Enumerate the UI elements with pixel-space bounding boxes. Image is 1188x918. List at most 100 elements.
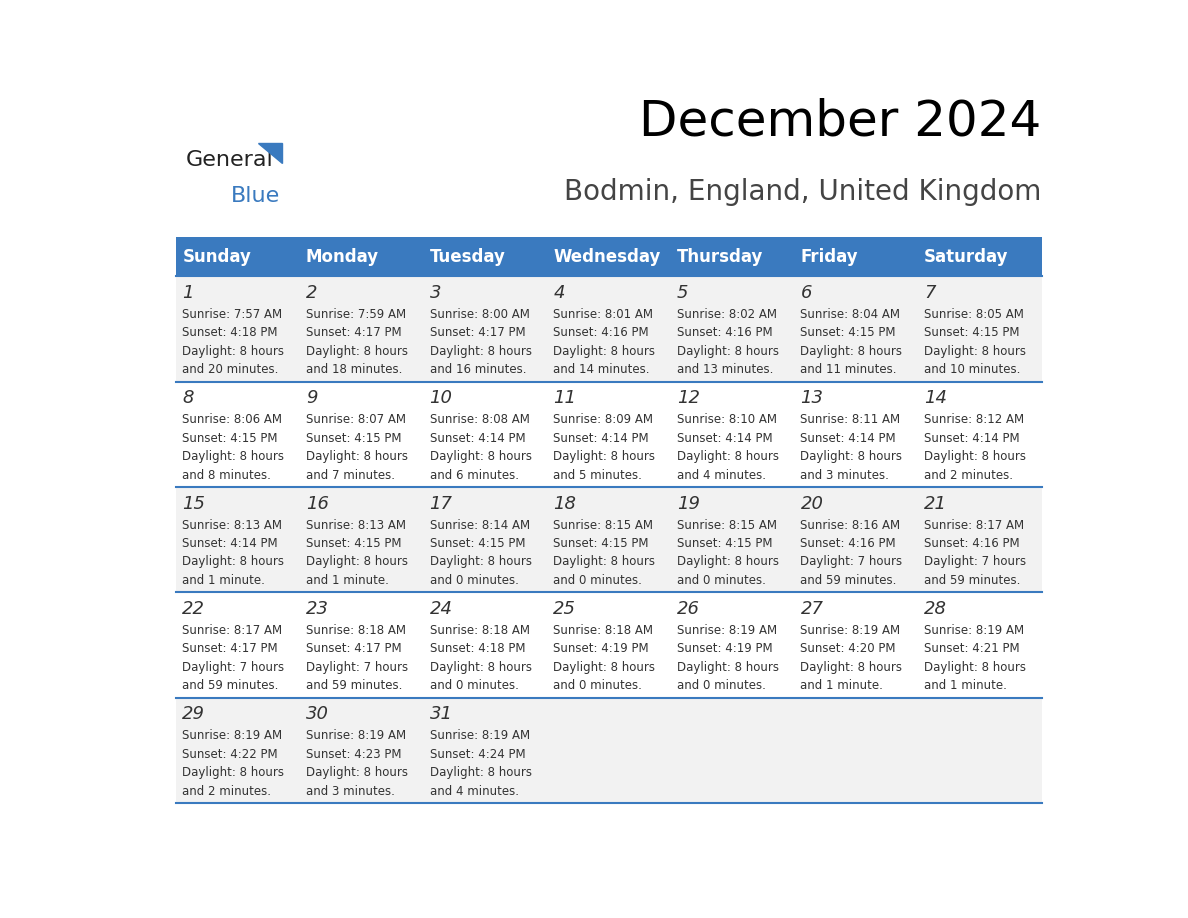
Text: 26: 26 (677, 600, 700, 618)
Text: Daylight: 8 hours: Daylight: 8 hours (677, 450, 779, 464)
Text: Daylight: 8 hours: Daylight: 8 hours (677, 345, 779, 358)
Text: Sunrise: 8:13 AM: Sunrise: 8:13 AM (307, 519, 406, 532)
Text: Sunrise: 8:12 AM: Sunrise: 8:12 AM (924, 413, 1024, 426)
Text: and 0 minutes.: and 0 minutes. (430, 679, 518, 692)
Text: and 59 minutes.: and 59 minutes. (924, 574, 1020, 587)
Text: 28: 28 (924, 600, 947, 618)
Text: and 1 minute.: and 1 minute. (307, 574, 388, 587)
FancyBboxPatch shape (299, 238, 423, 276)
Text: and 0 minutes.: and 0 minutes. (677, 574, 766, 587)
Text: Saturday: Saturday (924, 248, 1009, 266)
Text: Sunrise: 8:19 AM: Sunrise: 8:19 AM (307, 730, 406, 743)
Text: Sunrise: 8:18 AM: Sunrise: 8:18 AM (554, 624, 653, 637)
Text: Sunrise: 8:02 AM: Sunrise: 8:02 AM (677, 308, 777, 321)
Text: Daylight: 8 hours: Daylight: 8 hours (924, 661, 1026, 674)
Text: Daylight: 8 hours: Daylight: 8 hours (430, 555, 531, 568)
Text: Daylight: 8 hours: Daylight: 8 hours (677, 661, 779, 674)
Text: Sunset: 4:14 PM: Sunset: 4:14 PM (430, 431, 525, 445)
FancyBboxPatch shape (176, 238, 299, 276)
Text: Sunrise: 8:19 AM: Sunrise: 8:19 AM (924, 624, 1024, 637)
Text: and 1 minute.: and 1 minute. (182, 574, 265, 587)
FancyBboxPatch shape (671, 238, 795, 276)
Text: Sunset: 4:14 PM: Sunset: 4:14 PM (677, 431, 772, 445)
Text: 19: 19 (677, 495, 700, 512)
Text: Daylight: 8 hours: Daylight: 8 hours (182, 555, 284, 568)
Text: Daylight: 8 hours: Daylight: 8 hours (307, 555, 407, 568)
Text: Daylight: 8 hours: Daylight: 8 hours (554, 661, 656, 674)
Text: and 2 minutes.: and 2 minutes. (924, 468, 1013, 482)
Text: and 6 minutes.: and 6 minutes. (430, 468, 519, 482)
Text: Sunset: 4:17 PM: Sunset: 4:17 PM (430, 327, 525, 340)
Text: 18: 18 (554, 495, 576, 512)
FancyBboxPatch shape (176, 276, 1042, 382)
Text: 23: 23 (307, 600, 329, 618)
Text: Daylight: 8 hours: Daylight: 8 hours (307, 450, 407, 464)
Text: Sunset: 4:15 PM: Sunset: 4:15 PM (430, 537, 525, 550)
Text: Sunrise: 8:19 AM: Sunrise: 8:19 AM (182, 730, 283, 743)
Text: Sunrise: 8:06 AM: Sunrise: 8:06 AM (182, 413, 283, 426)
Text: Sunrise: 7:59 AM: Sunrise: 7:59 AM (307, 308, 406, 321)
Text: Wednesday: Wednesday (554, 248, 661, 266)
FancyBboxPatch shape (176, 487, 1042, 592)
Text: and 4 minutes.: and 4 minutes. (677, 468, 766, 482)
Text: Sunrise: 8:10 AM: Sunrise: 8:10 AM (677, 413, 777, 426)
Text: Daylight: 8 hours: Daylight: 8 hours (430, 345, 531, 358)
Text: Sunset: 4:14 PM: Sunset: 4:14 PM (554, 431, 649, 445)
Text: Sunset: 4:15 PM: Sunset: 4:15 PM (182, 431, 278, 445)
Text: Daylight: 8 hours: Daylight: 8 hours (554, 345, 656, 358)
FancyBboxPatch shape (795, 238, 918, 276)
Text: Daylight: 8 hours: Daylight: 8 hours (182, 767, 284, 779)
Text: Sunrise: 8:18 AM: Sunrise: 8:18 AM (307, 624, 406, 637)
Text: Sunset: 4:15 PM: Sunset: 4:15 PM (677, 537, 772, 550)
Text: 4: 4 (554, 284, 564, 302)
Text: 15: 15 (182, 495, 206, 512)
Text: Sunset: 4:15 PM: Sunset: 4:15 PM (801, 327, 896, 340)
Text: Bodmin, England, United Kingdom: Bodmin, England, United Kingdom (564, 177, 1042, 206)
Text: Sunrise: 8:19 AM: Sunrise: 8:19 AM (430, 730, 530, 743)
Text: Sunrise: 8:07 AM: Sunrise: 8:07 AM (307, 413, 406, 426)
Text: Sunrise: 8:00 AM: Sunrise: 8:00 AM (430, 308, 530, 321)
Text: Daylight: 7 hours: Daylight: 7 hours (801, 555, 903, 568)
Text: Sunset: 4:20 PM: Sunset: 4:20 PM (801, 643, 896, 655)
Text: 6: 6 (801, 284, 811, 302)
FancyBboxPatch shape (423, 238, 546, 276)
Text: Daylight: 8 hours: Daylight: 8 hours (677, 555, 779, 568)
Text: 10: 10 (430, 389, 453, 408)
Text: and 59 minutes.: and 59 minutes. (307, 679, 403, 692)
Text: Daylight: 8 hours: Daylight: 8 hours (430, 661, 531, 674)
Text: and 3 minutes.: and 3 minutes. (307, 785, 394, 798)
Text: 24: 24 (430, 600, 453, 618)
Text: and 0 minutes.: and 0 minutes. (554, 679, 642, 692)
Text: Thursday: Thursday (677, 248, 763, 266)
Text: and 10 minutes.: and 10 minutes. (924, 364, 1020, 376)
Text: and 2 minutes.: and 2 minutes. (182, 785, 271, 798)
Text: Sunset: 4:15 PM: Sunset: 4:15 PM (924, 327, 1019, 340)
Text: Friday: Friday (801, 248, 858, 266)
Text: 31: 31 (430, 705, 453, 723)
Text: 9: 9 (307, 389, 317, 408)
Text: Daylight: 7 hours: Daylight: 7 hours (924, 555, 1026, 568)
Text: Sunset: 4:16 PM: Sunset: 4:16 PM (801, 537, 896, 550)
Text: Sunrise: 8:19 AM: Sunrise: 8:19 AM (801, 624, 901, 637)
Text: 21: 21 (924, 495, 947, 512)
Text: Sunset: 4:14 PM: Sunset: 4:14 PM (924, 431, 1019, 445)
FancyBboxPatch shape (546, 238, 671, 276)
Text: Daylight: 7 hours: Daylight: 7 hours (307, 661, 407, 674)
Text: Sunset: 4:19 PM: Sunset: 4:19 PM (554, 643, 649, 655)
Text: and 14 minutes.: and 14 minutes. (554, 364, 650, 376)
FancyBboxPatch shape (176, 382, 1042, 487)
Text: 29: 29 (182, 705, 206, 723)
Text: Sunset: 4:14 PM: Sunset: 4:14 PM (182, 537, 278, 550)
Text: and 1 minute.: and 1 minute. (801, 679, 884, 692)
Text: 16: 16 (307, 495, 329, 512)
Text: Daylight: 8 hours: Daylight: 8 hours (801, 450, 903, 464)
Text: Sunrise: 8:01 AM: Sunrise: 8:01 AM (554, 308, 653, 321)
Text: and 0 minutes.: and 0 minutes. (677, 679, 766, 692)
Text: Sunrise: 8:15 AM: Sunrise: 8:15 AM (554, 519, 653, 532)
Text: Sunrise: 8:04 AM: Sunrise: 8:04 AM (801, 308, 901, 321)
Text: Daylight: 7 hours: Daylight: 7 hours (182, 661, 284, 674)
Text: and 59 minutes.: and 59 minutes. (182, 679, 279, 692)
Text: Sunset: 4:22 PM: Sunset: 4:22 PM (182, 748, 278, 761)
Text: Sunset: 4:17 PM: Sunset: 4:17 PM (307, 327, 402, 340)
Text: Sunrise: 8:13 AM: Sunrise: 8:13 AM (182, 519, 283, 532)
